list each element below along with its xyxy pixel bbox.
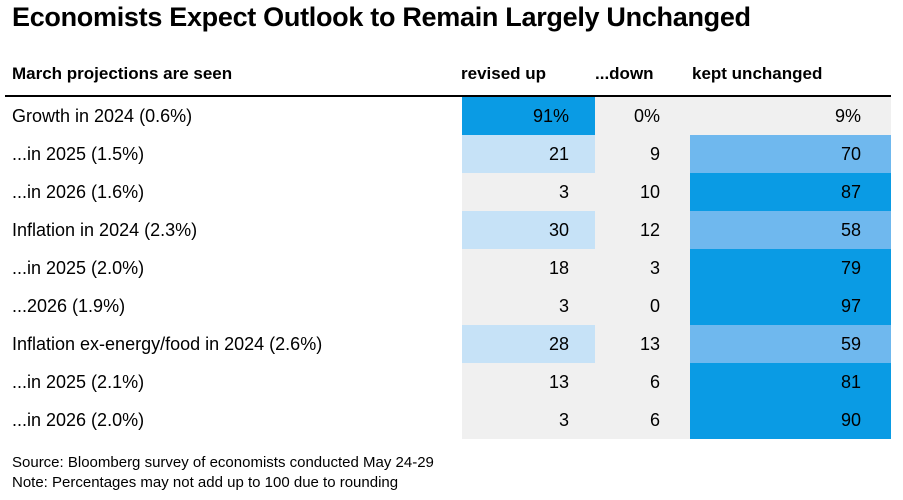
cell-kept-unchanged: 58 xyxy=(690,211,891,249)
cell-revised-up: 28 xyxy=(462,325,595,363)
column-header-label: March projections are seen xyxy=(12,64,233,83)
cell-revised-up: 3 xyxy=(462,287,595,325)
table-row: Inflation ex-energy/food in 2024 (2.6%) 2… xyxy=(0,325,903,363)
cell-revised-down: 10 xyxy=(595,173,690,211)
cell-kept-unchanged: 9% xyxy=(690,97,891,135)
table-row: ...in 2026 (2.0%) 3 6 90 xyxy=(0,401,903,439)
table-row: ...in 2025 (2.0%) 18 3 79 xyxy=(0,249,903,287)
table-row: Growth in 2024 (0.6%) 91% 0% 9% xyxy=(0,97,903,135)
row-label: ...in 2025 (2.1%) xyxy=(12,372,145,392)
table-row: ...in 2025 (2.1%) 13 6 81 xyxy=(0,363,903,401)
cell-revised-down: 0 xyxy=(595,287,690,325)
header-rule xyxy=(5,95,891,97)
cell-revised-up: 3 xyxy=(462,173,595,211)
column-header-revised-down: ...down xyxy=(595,64,654,83)
cell-kept-unchanged: 87 xyxy=(690,173,891,211)
cell-revised-down: 9 xyxy=(595,135,690,173)
row-label: ...in 2026 (1.6%) xyxy=(12,182,145,202)
column-header-kept-unchanged: kept unchanged xyxy=(692,64,823,83)
row-label: ...in 2025 (2.0%) xyxy=(12,258,145,278)
table-row: ...in 2026 (1.6%) 3 10 87 xyxy=(0,173,903,211)
cell-revised-up: 91% xyxy=(462,97,595,135)
cell-revised-down: 6 xyxy=(595,401,690,439)
source-text: Source: Bloomberg survey of economists c… xyxy=(12,454,434,471)
cell-revised-down: 13 xyxy=(595,325,690,363)
row-label: ...in 2025 (1.5%) xyxy=(12,144,145,164)
cell-kept-unchanged: 97 xyxy=(690,287,891,325)
cell-kept-unchanged: 70 xyxy=(690,135,891,173)
cell-revised-down: 6 xyxy=(595,363,690,401)
table-row: ...2026 (1.9%) 3 0 97 xyxy=(0,287,903,325)
cell-kept-unchanged: 59 xyxy=(690,325,891,363)
table-row: ...in 2025 (1.5%) 21 9 70 xyxy=(0,135,903,173)
row-label: ...2026 (1.9%) xyxy=(12,296,126,316)
cell-kept-unchanged: 81 xyxy=(690,363,891,401)
cell-revised-down: 3 xyxy=(595,249,690,287)
cell-revised-up: 13 xyxy=(462,363,595,401)
cell-revised-up: 30 xyxy=(462,211,595,249)
cell-revised-down: 12 xyxy=(595,211,690,249)
row-label: ...in 2026 (2.0%) xyxy=(12,410,145,430)
note-text: Note: Percentages may not add up to 100 … xyxy=(12,474,399,491)
cell-kept-unchanged: 79 xyxy=(690,249,891,287)
cell-revised-up: 21 xyxy=(462,135,595,173)
cell-revised-down: 0% xyxy=(595,97,690,135)
cell-revised-up: 3 xyxy=(462,401,595,439)
row-label: Growth in 2024 (0.6%) xyxy=(12,106,193,126)
table-row: Inflation in 2024 (2.3%) 30 12 58 xyxy=(0,211,903,249)
row-label: Inflation in 2024 (2.3%) xyxy=(12,220,198,240)
footnote: Source: Bloomberg survey of economists c… xyxy=(12,453,434,493)
cell-kept-unchanged: 90 xyxy=(690,401,891,439)
column-header-revised-up: revised up xyxy=(461,64,547,83)
chart-title: Economists Expect Outlook to Remain Larg… xyxy=(12,2,751,32)
cell-revised-up: 18 xyxy=(462,249,595,287)
row-label: Inflation ex-energy/food in 2024 (2.6%) xyxy=(12,334,323,354)
